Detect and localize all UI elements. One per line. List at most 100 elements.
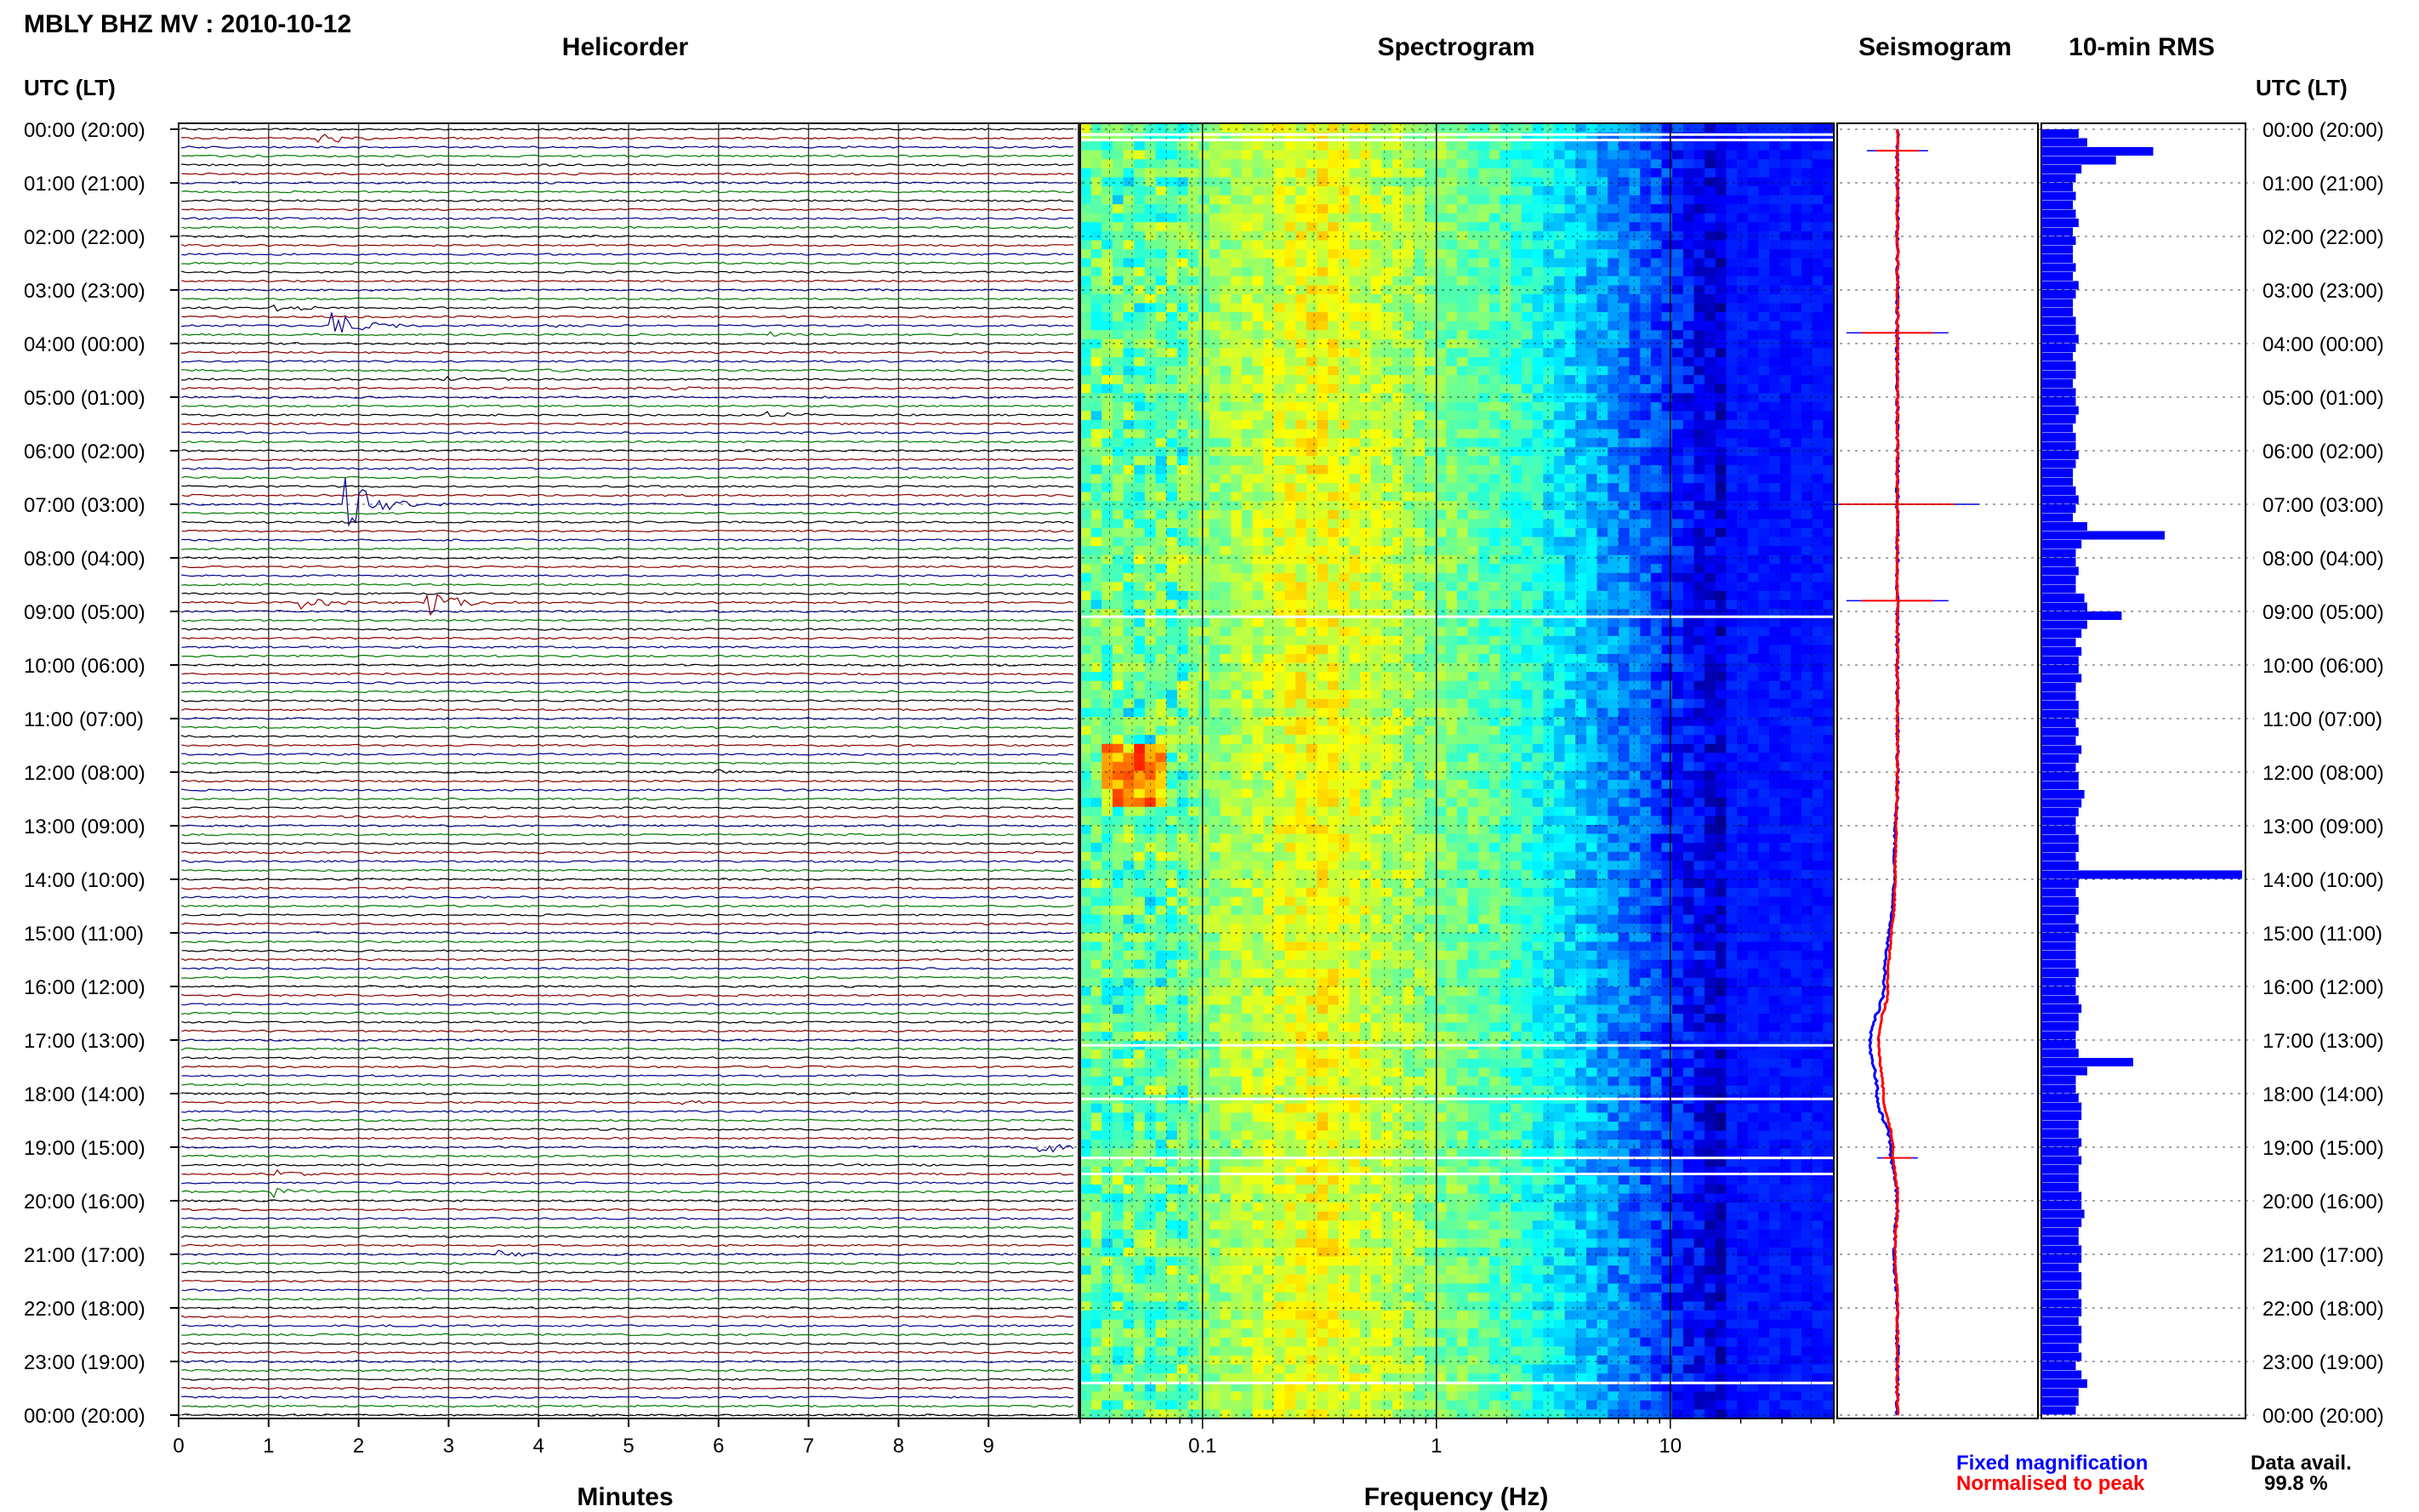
- spectrogram-cell: [1575, 375, 1587, 385]
- spectrogram-cell: [1801, 366, 1813, 376]
- spectrogram-cell: [1317, 321, 1329, 331]
- spectrogram-cell: [1381, 330, 1393, 340]
- spectrogram-cell: [1155, 546, 1167, 556]
- spectrogram-cell: [1370, 401, 1382, 412]
- spectrogram-cell: [1575, 393, 1587, 403]
- spectrogram-cell: [1575, 572, 1587, 583]
- spectrogram-cell: [1241, 195, 1254, 205]
- spectrogram-cell: [1597, 411, 1608, 421]
- spectrogram-cell: [1220, 393, 1232, 403]
- spectrogram-cell: [1198, 582, 1210, 592]
- spectrogram-cell: [1123, 572, 1135, 583]
- spectrogram-cell: [1597, 474, 1608, 484]
- spectrogram-cell: [1284, 527, 1296, 538]
- spectrogram-cell: [1328, 554, 1340, 565]
- spectrogram-cell: [1381, 572, 1393, 583]
- spectrogram-cell: [1306, 393, 1318, 403]
- spectrogram-cell: [1747, 627, 1759, 637]
- spectrogram-cell: [1263, 294, 1275, 304]
- spectrogram-cell: [1585, 357, 1598, 367]
- spectrogram-cell: [1080, 717, 1092, 727]
- helicorder-trace: [181, 1395, 1074, 1399]
- spectrogram-cell: [1467, 582, 1479, 592]
- spectrogram-cell: [1090, 725, 1102, 736]
- spectrogram-cell: [1231, 492, 1243, 502]
- spectrogram-cell: [1737, 492, 1749, 502]
- spectrogram-cell: [1618, 725, 1631, 736]
- spectrogram-cell: [1209, 393, 1221, 403]
- spectrogram-cell: [1467, 321, 1479, 331]
- spectrogram-cell: [1284, 177, 1296, 187]
- spectrogram-cell: [1080, 492, 1092, 502]
- helicorder-trace: [181, 1154, 1074, 1158]
- spectrogram-cell: [1403, 537, 1414, 547]
- spectrogram-cell: [1090, 366, 1102, 376]
- spectrogram-cell: [1273, 312, 1286, 322]
- spectrogram-cell: [1682, 591, 1695, 601]
- spectrogram-cell: [1747, 527, 1759, 538]
- spectrogram-cell: [1392, 312, 1404, 322]
- spectrogram-cell: [1705, 609, 1716, 619]
- helicorder-trace: [181, 1297, 1074, 1301]
- spectrogram-cell: [1101, 276, 1113, 286]
- spectrogram-cell: [1693, 645, 1705, 655]
- spectrogram-cell: [1511, 420, 1523, 430]
- spectrogram-cell: [1273, 546, 1286, 556]
- spectrogram-cell: [1823, 195, 1835, 205]
- spectrogram-cell: [1737, 672, 1749, 682]
- spectrogram-cell: [1381, 698, 1393, 709]
- spectrogram-cell: [1575, 564, 1587, 574]
- spectrogram-cell: [1101, 564, 1113, 574]
- spectrogram-cell: [1779, 572, 1791, 583]
- spectrogram-cell: [1080, 258, 1092, 268]
- spectrogram-cell: [1446, 617, 1458, 628]
- spectrogram-cell: [1381, 501, 1393, 511]
- spectrogram-cell: [1769, 321, 1781, 331]
- spectrogram-cell: [1564, 492, 1576, 502]
- spectrogram-cell: [1252, 509, 1264, 520]
- spectrogram-cell: [1252, 294, 1264, 304]
- spectrogram-cell: [1682, 249, 1695, 259]
- spectrogram-cell: [1370, 150, 1382, 160]
- helicorder-trace: [181, 1011, 1074, 1015]
- spectrogram-cell: [1747, 690, 1759, 700]
- spectrogram-cell: [1295, 464, 1307, 475]
- spectrogram-cell: [1489, 159, 1501, 169]
- spectrogram-cell: [1187, 420, 1199, 430]
- spectrogram-cell: [1682, 708, 1695, 718]
- spectrogram-cell: [1629, 617, 1641, 628]
- spectrogram-cell: [1273, 195, 1286, 205]
- spectrogram-cell: [1360, 690, 1372, 700]
- spectrogram-cell: [1478, 123, 1490, 134]
- spectrogram-cell: [1457, 230, 1469, 242]
- spectrogram-cell: [1457, 456, 1469, 466]
- spectrogram-cell: [1467, 357, 1479, 367]
- spectrogram-cell: [1101, 600, 1113, 610]
- spectrogram-cell: [1629, 672, 1641, 682]
- spectrogram-cell: [1532, 717, 1544, 727]
- spectrogram-cell: [1650, 537, 1663, 547]
- spectrogram-cell: [1446, 195, 1458, 205]
- spectrogram-cell: [1575, 464, 1587, 475]
- spectrogram-cell: [1166, 582, 1178, 592]
- spectrogram-cell: [1123, 654, 1135, 664]
- spectrogram-cell: [1273, 609, 1286, 619]
- spectrogram-cell: [1425, 132, 1437, 142]
- spectrogram-cell: [1715, 357, 1727, 367]
- spectrogram-cell: [1564, 321, 1576, 331]
- spectrogram-cell: [1640, 401, 1652, 412]
- spectrogram-cell: [1252, 464, 1264, 475]
- spectrogram-cell: [1812, 717, 1824, 727]
- spectrogram-cell: [1435, 464, 1447, 475]
- spectrogram-cell: [1682, 303, 1695, 313]
- spectrogram-cell: [1198, 258, 1210, 268]
- spectrogram-cell: [1080, 474, 1092, 484]
- spectrogram-cell: [1414, 330, 1426, 340]
- spectrogram-cell: [1435, 159, 1447, 169]
- spectrogram-cell: [1134, 527, 1146, 538]
- spectrogram-cell: [1726, 230, 1738, 242]
- spectrogram-cell: [1113, 690, 1124, 700]
- spectrogram-cell: [1597, 717, 1608, 727]
- spectrogram-cell: [1252, 312, 1264, 322]
- spectrogram-cell: [1295, 527, 1307, 538]
